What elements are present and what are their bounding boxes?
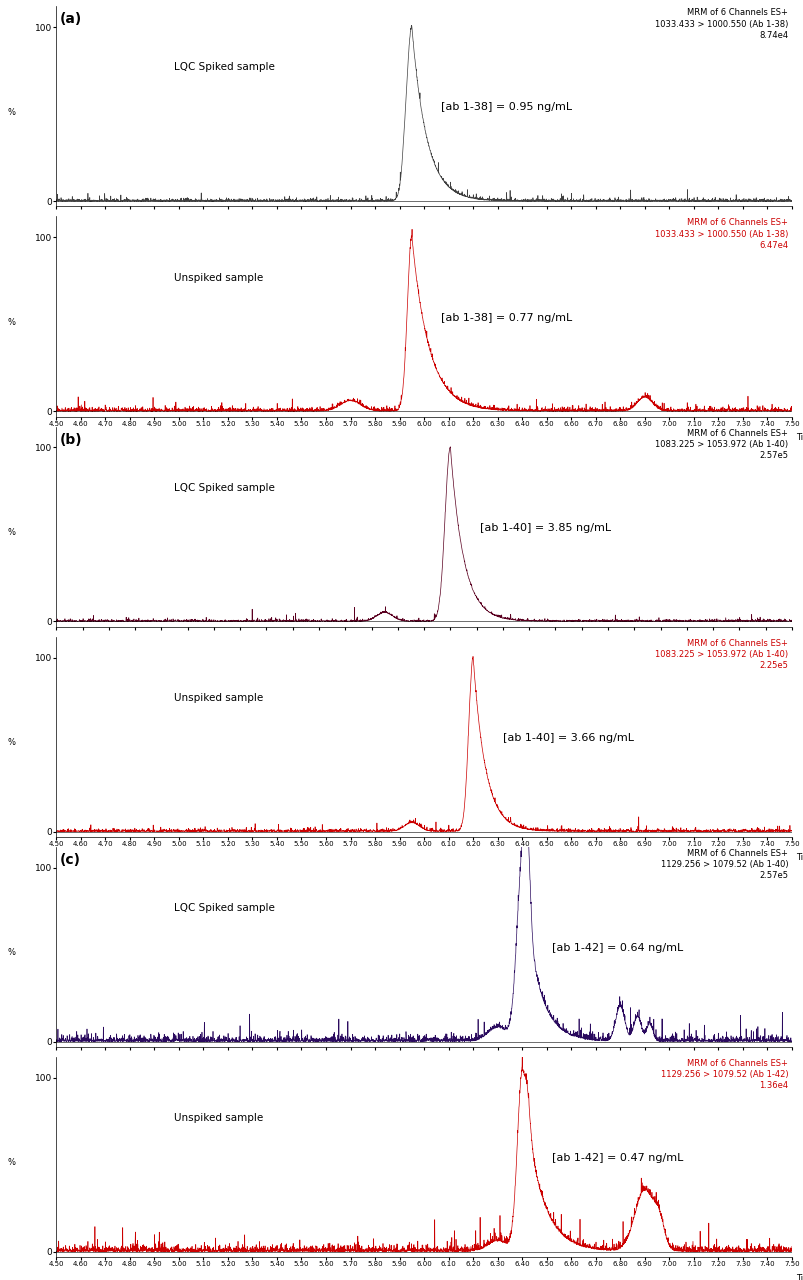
Text: [ab 1-42] = 0.47 ng/mL: [ab 1-42] = 0.47 ng/mL	[551, 1153, 683, 1164]
Text: MRM of 6 Channels ES+
1033.433 > 1000.550 (Ab 1-38)
6.47e4: MRM of 6 Channels ES+ 1033.433 > 1000.55…	[654, 219, 787, 250]
Text: (a): (a)	[60, 13, 82, 27]
Text: [ab 1-40] = 3.85 ng/mL: [ab 1-40] = 3.85 ng/mL	[479, 522, 610, 532]
Text: %: %	[8, 1158, 16, 1167]
Text: MRM of 6 Channels ES+
1033.433 > 1000.550 (Ab 1-38)
8.74e4: MRM of 6 Channels ES+ 1033.433 > 1000.55…	[654, 9, 787, 40]
Text: %: %	[8, 948, 16, 957]
Text: (c): (c)	[60, 852, 81, 867]
Text: (b): (b)	[60, 433, 83, 447]
Text: MRM of 6 Channels ES+
1083.225 > 1053.972 (Ab 1-40)
2.25e5: MRM of 6 Channels ES+ 1083.225 > 1053.97…	[654, 639, 787, 669]
Text: %: %	[8, 108, 16, 116]
Text: Unspiked sample: Unspiked sample	[173, 692, 263, 703]
Text: %: %	[8, 529, 16, 538]
Text: [ab 1-40] = 3.66 ng/mL: [ab 1-40] = 3.66 ng/mL	[502, 732, 633, 742]
Text: LQC Spiked sample: LQC Spiked sample	[173, 902, 275, 913]
Text: MRM of 6 Channels ES+
1129.256 > 1079.52 (Ab 1-42)
1.36e4: MRM of 6 Channels ES+ 1129.256 > 1079.52…	[660, 1059, 787, 1091]
Text: %: %	[8, 739, 16, 748]
Text: [ab 1-42] = 0.64 ng/mL: [ab 1-42] = 0.64 ng/mL	[551, 943, 682, 952]
Text: Time: Time	[795, 854, 803, 863]
Text: MRM of 6 Channels ES+
1129.256 > 1079.52 (Ab 1-40)
2.57e5: MRM of 6 Channels ES+ 1129.256 > 1079.52…	[660, 849, 787, 879]
Text: Unspiked sample: Unspiked sample	[173, 1112, 263, 1123]
Text: MRM of 6 Channels ES+
1083.225 > 1053.972 (Ab 1-40)
2.57e5: MRM of 6 Channels ES+ 1083.225 > 1053.97…	[654, 429, 787, 460]
Text: Time: Time	[795, 433, 803, 443]
Text: [ab 1-38] = 0.77 ng/mL: [ab 1-38] = 0.77 ng/mL	[441, 312, 572, 323]
Text: Time: Time	[795, 1274, 803, 1280]
Text: LQC Spiked sample: LQC Spiked sample	[173, 63, 275, 73]
Text: [ab 1-38] = 0.95 ng/mL: [ab 1-38] = 0.95 ng/mL	[441, 102, 572, 113]
Text: %: %	[8, 317, 16, 328]
Text: LQC Spiked sample: LQC Spiked sample	[173, 483, 275, 493]
Text: Unspiked sample: Unspiked sample	[173, 273, 263, 283]
